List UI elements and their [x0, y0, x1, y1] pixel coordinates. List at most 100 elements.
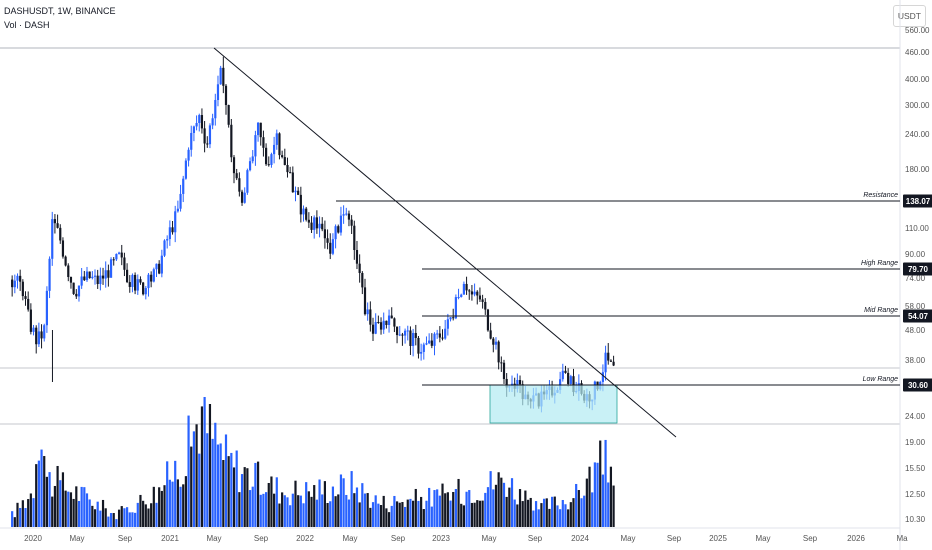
volume-bar: [120, 506, 123, 527]
candle-body: [270, 154, 273, 165]
volume-bar: [465, 491, 468, 527]
candle-body: [329, 242, 332, 254]
volume-bar: [270, 476, 273, 527]
candle-body: [446, 319, 449, 329]
volume-bar: [315, 499, 318, 527]
price-tag-bg: [903, 378, 932, 392]
candle-body: [29, 309, 32, 332]
volume-bar: [575, 483, 578, 527]
candle-body: [500, 362, 503, 364]
volume-bar: [69, 492, 73, 527]
volume-bar: [379, 505, 383, 527]
volume-bar: [553, 496, 556, 527]
volume-bar: [227, 456, 230, 527]
candle-body: [37, 331, 40, 345]
volume-bar: [331, 486, 335, 527]
volume-bar: [168, 479, 171, 527]
volume-bar: [152, 486, 155, 527]
candle-body: [281, 155, 284, 158]
candle-body: [144, 288, 147, 295]
candle-body: [56, 223, 59, 228]
candle-body: [323, 229, 326, 239]
candle-body: [211, 118, 214, 126]
candle-body: [297, 190, 300, 195]
volume-bar: [219, 443, 222, 527]
volume-bar: [497, 472, 500, 527]
candle-body: [390, 315, 393, 319]
candle-body: [254, 135, 257, 157]
x-tick-label: Ma: [896, 534, 908, 543]
candle-body: [492, 338, 495, 345]
y-tick-label: 240.00: [905, 130, 930, 139]
volume-bar: [593, 462, 596, 527]
volume-bar: [40, 449, 43, 527]
candle-body: [331, 239, 335, 254]
level-name-label: Resistance: [863, 192, 898, 199]
candle-body: [200, 115, 204, 129]
volume-bar: [112, 513, 115, 527]
volume-bar: [24, 508, 27, 527]
volume-bar: [93, 509, 97, 527]
currency-button[interactable]: USDT: [892, 5, 926, 27]
volume-bar: [361, 483, 364, 527]
candle-body: [142, 282, 145, 295]
candle-body: [286, 164, 289, 173]
candle-body: [414, 332, 417, 338]
volume-bar: [77, 501, 81, 527]
volume-bar: [251, 486, 254, 527]
candle-body: [452, 317, 455, 319]
volume-bar: [43, 456, 46, 527]
y-tick-label: 300.00: [905, 101, 930, 110]
volume-bar: [256, 461, 260, 527]
volume-bar: [609, 466, 613, 527]
volume-bar: [363, 493, 367, 527]
volume-bar: [158, 487, 161, 527]
volume-bar: [56, 465, 59, 527]
candle-body: [152, 269, 155, 282]
candle-body: [291, 172, 294, 193]
candle-body: [69, 277, 73, 283]
candle-body: [433, 333, 436, 346]
candle-body: [607, 352, 610, 361]
candle-body: [21, 281, 24, 297]
candle-body: [516, 379, 519, 389]
candle-body: [420, 351, 423, 354]
volume-bar: [278, 503, 281, 527]
candle-body: [347, 213, 351, 220]
candle-body: [43, 325, 46, 339]
volume-bar: [398, 502, 401, 527]
candle-body: [61, 240, 65, 257]
candle-body: [67, 265, 70, 278]
volume-bar: [243, 467, 246, 527]
candle-body: [251, 156, 254, 162]
volume-bar: [208, 404, 212, 527]
candle-body: [428, 340, 431, 344]
volume-bar: [275, 477, 278, 527]
volume-bar: [583, 495, 586, 527]
volume-bar: [449, 500, 452, 527]
volume-bar: [337, 494, 340, 527]
volume-bar: [371, 502, 375, 527]
candle-body: [337, 226, 340, 233]
y-tick-label: 48.00: [905, 326, 926, 335]
volume-bar: [567, 509, 570, 527]
candle-body: [227, 105, 230, 125]
candle-body: [275, 133, 278, 145]
candle-body: [321, 223, 324, 230]
candle-body: [318, 223, 321, 229]
candle-body: [192, 126, 196, 133]
candle-body: [240, 191, 244, 203]
volume-bar: [326, 503, 329, 527]
candle-body: [462, 283, 465, 295]
volume-bar: [529, 497, 532, 527]
candle-body: [179, 193, 182, 209]
volume-bar: [206, 433, 209, 527]
volume-bar: [494, 484, 498, 527]
volume-bar: [142, 500, 145, 527]
candle-body: [425, 343, 428, 345]
volume-bar: [19, 507, 22, 527]
downtrend-line: [213, 47, 677, 438]
volume-bar: [107, 516, 110, 527]
volume-bar: [297, 495, 300, 527]
